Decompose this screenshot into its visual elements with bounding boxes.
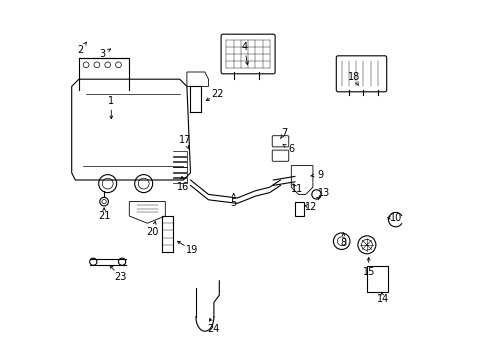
Text: 23: 23 [114, 272, 126, 282]
Text: 2: 2 [78, 45, 83, 55]
Text: 15: 15 [362, 267, 374, 277]
Text: 13: 13 [317, 188, 329, 198]
Text: 11: 11 [290, 184, 302, 194]
Text: 5: 5 [230, 198, 236, 208]
Text: 20: 20 [146, 227, 159, 237]
Text: 22: 22 [211, 89, 224, 99]
Text: 6: 6 [287, 144, 294, 154]
Text: 3: 3 [99, 49, 105, 59]
Text: 7: 7 [281, 128, 286, 138]
Text: 14: 14 [376, 294, 388, 304]
Text: 4: 4 [241, 42, 247, 52]
Text: 1: 1 [108, 96, 114, 106]
Text: 24: 24 [207, 324, 220, 334]
Text: 12: 12 [305, 202, 317, 212]
Text: 10: 10 [389, 213, 401, 223]
Text: 8: 8 [340, 238, 346, 248]
Text: 19: 19 [186, 245, 198, 255]
Text: 21: 21 [98, 211, 110, 221]
Text: 16: 16 [177, 182, 189, 192]
Text: 17: 17 [179, 135, 191, 145]
Text: 9: 9 [316, 170, 323, 180]
Text: 18: 18 [347, 72, 360, 82]
